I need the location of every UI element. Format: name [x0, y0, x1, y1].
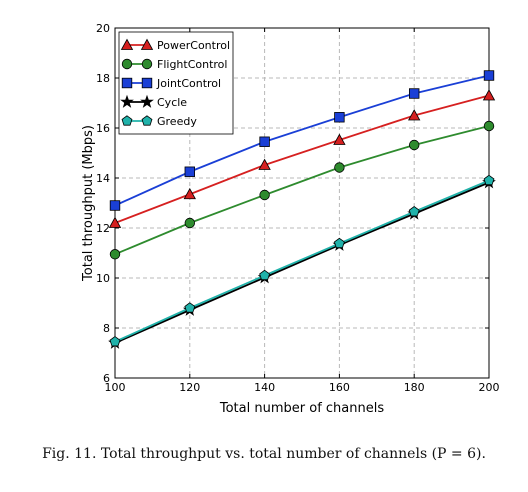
- pentagon-marker: [333, 237, 345, 249]
- legend-entry: Greedy: [121, 115, 197, 128]
- series-line: [114, 74, 490, 207]
- x-tick-label: 120: [179, 381, 200, 394]
- legend-label: Cycle: [157, 96, 187, 109]
- series-flightcontrol: [109, 120, 495, 260]
- triangle-marker: [108, 216, 122, 228]
- pentagon-marker: [259, 269, 271, 281]
- square-marker: [184, 166, 196, 177]
- pentagon-marker: [109, 336, 121, 347]
- legend-label: Greedy: [157, 115, 197, 128]
- x-axis-label: Total number of channels: [219, 401, 384, 416]
- y-tick-label: 20: [96, 22, 110, 35]
- series-line: [114, 181, 490, 344]
- star-marker: [140, 94, 154, 108]
- series-jointcontrol: [109, 70, 495, 211]
- legend-entry: JointControl: [121, 77, 221, 90]
- series-line: [114, 94, 490, 224]
- axis-ticks: 100 120 140 160 180 200 6 8 10 12 14 16 18 20: [96, 22, 500, 394]
- legend-entry: PowerControl: [120, 38, 230, 52]
- circle-marker: [334, 162, 345, 173]
- square-marker: [109, 200, 121, 211]
- square-marker: [141, 77, 153, 89]
- circle-marker: [259, 189, 270, 201]
- throughput-chart: 100 120 140 160 180 200 6 8 10 12 14 16 18 20 Total n…: [81, 22, 500, 416]
- triangle-marker: [183, 187, 196, 200]
- y-tick-label: 14: [96, 172, 110, 185]
- square-marker: [121, 77, 133, 89]
- y-tick-label: 12: [96, 222, 110, 235]
- legend-entry: Cycle: [120, 94, 187, 109]
- pentagon-marker: [141, 115, 153, 126]
- circle-marker: [141, 58, 153, 70]
- pentagon-marker: [121, 115, 133, 126]
- series-line: [114, 125, 490, 256]
- y-tick-label: 8: [103, 322, 110, 335]
- y-axis-label: Total throughput (Mbps): [81, 125, 96, 282]
- square-marker: [259, 136, 270, 147]
- triangle-marker: [408, 109, 421, 121]
- triangle-marker: [482, 89, 496, 101]
- series-lines: [108, 70, 496, 349]
- square-marker: [483, 70, 495, 81]
- series-greedy: [109, 174, 495, 347]
- x-tick-label: 140: [254, 381, 275, 394]
- y-tick-label: 10: [96, 272, 110, 285]
- pentagon-marker: [483, 174, 495, 186]
- series-line: [114, 179, 490, 343]
- circle-marker: [483, 120, 495, 132]
- y-tick-label: 18: [96, 72, 110, 85]
- x-tick-label: 160: [329, 381, 350, 394]
- circle-marker: [184, 217, 196, 229]
- legend-label: JointControl: [156, 77, 221, 90]
- star-marker: [120, 94, 134, 108]
- legend: PowerControl FlightControl JointControl Cyc…: [118, 31, 234, 135]
- x-tick-label: 200: [479, 381, 500, 394]
- circle-marker: [121, 58, 133, 70]
- legend-label: PowerControl: [157, 39, 230, 52]
- grid: [115, 28, 489, 378]
- series-powercontrol: [108, 89, 496, 228]
- y-tick-label: 6: [103, 372, 110, 385]
- triangle-marker: [258, 158, 271, 170]
- triangle-marker: [333, 133, 346, 145]
- x-tick-label: 100: [105, 381, 126, 394]
- pentagon-marker: [408, 206, 420, 217]
- x-tick-label: 180: [404, 381, 425, 394]
- y-tick-label: 16: [96, 122, 110, 135]
- legend-entry: FlightControl: [121, 58, 227, 71]
- circle-marker: [409, 139, 420, 151]
- legend-label: FlightControl: [157, 58, 227, 71]
- square-marker: [408, 88, 420, 99]
- figure-caption: Fig. 11. Total throughput vs. total numb…: [42, 446, 486, 462]
- square-marker: [334, 112, 345, 123]
- circle-marker: [109, 249, 121, 260]
- triangle-marker: [120, 38, 134, 50]
- triangle-marker: [140, 38, 154, 50]
- pentagon-marker: [184, 302, 196, 313]
